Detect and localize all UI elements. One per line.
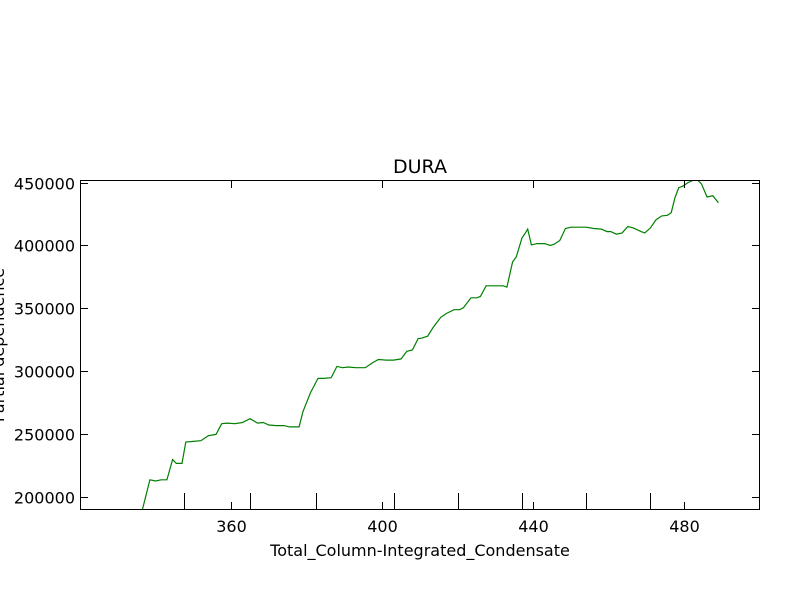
y-tick-label: 250000: [14, 426, 75, 445]
y-tick-label: 350000: [14, 300, 75, 319]
x-tick-label: 360: [216, 517, 247, 536]
y-tick-label: 450000: [14, 175, 75, 194]
y-axis-label: Partial dependence: [0, 268, 8, 422]
y-tick-label: 400000: [14, 237, 75, 256]
plot-area: [80, 180, 760, 510]
y-tick-label: 300000: [14, 363, 75, 382]
x-axis-label: Total_Column-Integrated_Condensate: [269, 541, 570, 561]
plot-frame: [80, 180, 760, 510]
chart-title: DURA: [393, 156, 447, 178]
x-tick-label: 400: [367, 517, 398, 536]
series-line-0: [141, 180, 719, 510]
x-tick-label: 480: [669, 517, 700, 536]
y-tick-label: 200000: [14, 489, 75, 508]
x-tick-label: 440: [518, 517, 549, 536]
